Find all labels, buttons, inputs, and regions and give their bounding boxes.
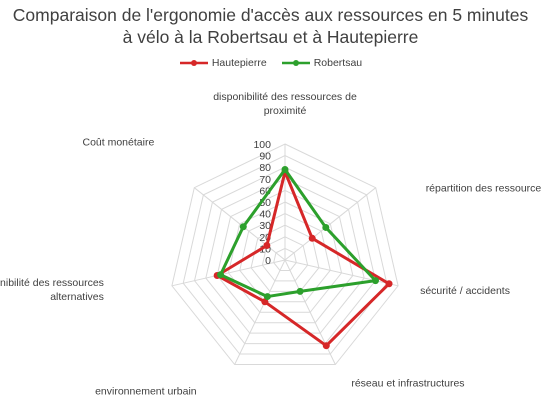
grid-spoke-2	[284, 259, 399, 287]
grid-ring-60	[216, 189, 354, 324]
data-point-hautepierre-1	[308, 234, 316, 242]
data-point-robertsau-3	[296, 287, 304, 295]
axis-label-1: répartition des ressources	[426, 183, 541, 195]
data-point-hautepierre-6	[263, 242, 271, 250]
tick-label-60: 60	[259, 185, 271, 197]
grid-ring-40	[239, 213, 331, 303]
tick-label-30: 30	[259, 220, 271, 232]
grid-ring-100	[171, 143, 399, 366]
legend: Hautepierre Robertsau	[0, 57, 541, 69]
grid-ring-90	[182, 155, 388, 355]
legend-item-hautepierre: Hautepierre	[179, 57, 267, 69]
axis-label-2: sécurité / accidents	[420, 285, 510, 297]
tick-label-50: 50	[259, 197, 271, 209]
grid-spoke-6	[193, 187, 286, 261]
axis-label-6: Coût monétaire	[83, 137, 155, 149]
axis-label-0: disponibilité des ressources de proximité	[213, 91, 357, 117]
grid-spoke-1	[284, 187, 377, 261]
grid-ring-70	[205, 178, 365, 334]
grid-spoke-4	[234, 259, 286, 365]
series-line-hautepierre	[215, 170, 391, 348]
tick-label-20: 20	[259, 232, 271, 244]
tick-label-70: 70	[259, 174, 271, 186]
data-point-hautepierre-4	[261, 298, 269, 306]
series-line-robertsau	[219, 168, 377, 299]
axis-label-4: environnement urbain	[95, 386, 197, 398]
chart-title-line-2: à vélo à la Robertsau et à Hautepierre	[122, 27, 419, 47]
tick-label-0: 0	[265, 255, 271, 267]
legend-label-hautepierre: Hautepierre	[211, 57, 267, 69]
legend-swatch-robertsau	[281, 60, 310, 66]
legend-label-robertsau: Robertsau	[313, 57, 363, 69]
data-point-hautepierre-2	[385, 280, 393, 288]
grid-ring-80	[193, 166, 377, 345]
data-point-hautepierre-3	[322, 342, 330, 350]
tick-label-100: 100	[253, 139, 271, 151]
legend-swatch-hautepierre	[179, 60, 208, 66]
tick-label-10: 10	[259, 243, 271, 255]
data-point-robertsau-0	[281, 166, 289, 174]
tick-label-90: 90	[259, 151, 271, 163]
data-point-robertsau-1	[322, 223, 330, 231]
data-point-robertsau-6	[239, 223, 247, 231]
chart-title-line-1: Comparaison de l'ergonomie d'accès aux r…	[12, 5, 529, 25]
axis-label-3: réseau et infrastructures	[351, 378, 464, 390]
data-point-robertsau-4	[263, 293, 271, 301]
data-point-robertsau-5	[217, 271, 225, 279]
tick-label-40: 40	[259, 209, 271, 221]
grid-ring-50	[227, 201, 343, 313]
legend-item-robertsau: Robertsau	[281, 57, 362, 69]
tick-label-80: 80	[259, 162, 271, 174]
data-point-robertsau-2	[371, 277, 379, 285]
grid-ring-10	[273, 247, 297, 271]
grid-spoke-5	[171, 259, 286, 287]
chart-title: Comparaison de l'ergonomie d'accès aux r…	[0, 4, 541, 48]
grid-ring-30	[250, 224, 320, 292]
